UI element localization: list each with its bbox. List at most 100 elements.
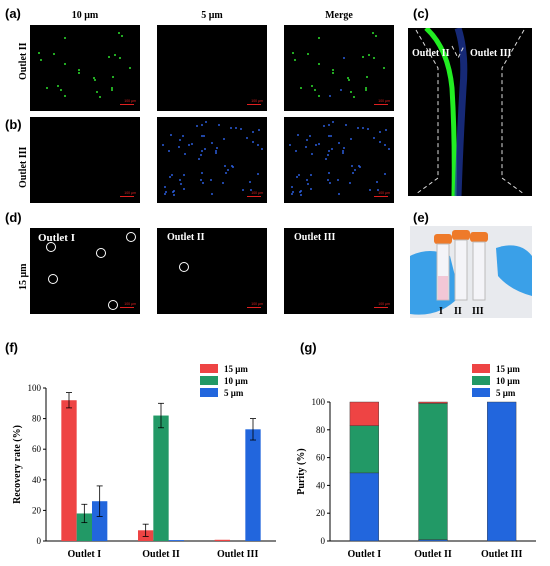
cell-dot [216, 147, 219, 150]
channel-wall-right [501, 29, 525, 195]
cell-dot [224, 171, 227, 174]
channel-label-outlet-iii: Outlet III [470, 48, 512, 59]
micrograph-b-5um: 100 μm [157, 117, 267, 203]
y-tick-label: 0 [37, 536, 42, 546]
channel-split [451, 45, 465, 60]
cell-dot [210, 141, 213, 144]
legend-swatch [200, 388, 218, 397]
cell-dot [296, 133, 299, 136]
x-tick-label: Outlet II [414, 549, 452, 560]
cell-dot [188, 143, 191, 146]
cell-dot [183, 153, 186, 156]
scale-text: 100 μm [124, 302, 136, 306]
cell-dot [201, 123, 204, 126]
cell-dot [256, 143, 259, 146]
chart-recovery-rate: 0 20 40 60 80 100 Recovery rate (%) Outlet I Out… [12, 364, 276, 560]
cell-dot [362, 127, 365, 130]
cell-dot [378, 141, 381, 144]
cell-dot [313, 89, 316, 92]
bar [245, 429, 261, 541]
cell-dot [328, 171, 331, 174]
scale-bar [247, 196, 261, 197]
col-header-5um: 5 μm [201, 10, 223, 21]
cell-dot [94, 78, 97, 81]
y-tick-label: 80 [32, 414, 42, 424]
tubes-photo: I II III [410, 226, 532, 318]
cell-dot [119, 56, 122, 59]
legend-label: 5 μm [224, 388, 244, 398]
cell-dot [201, 171, 204, 174]
cell-dot [107, 56, 110, 59]
y-tick-label: 40 [32, 475, 42, 485]
cell-dot [309, 134, 312, 137]
cell-dot [240, 128, 243, 131]
cell-dot [338, 193, 341, 196]
cell-dot [317, 36, 320, 39]
cell-dot [205, 121, 208, 124]
scale-bar [247, 307, 261, 308]
panel-label-a: (a) [5, 6, 21, 21]
cell-dot [353, 168, 356, 171]
scale-bar [120, 196, 134, 197]
cell-dot [376, 189, 379, 192]
row-label-15um: 15 μm [18, 263, 29, 291]
cell-dot [329, 94, 332, 97]
glove-right [496, 245, 532, 296]
cell-dot [327, 134, 330, 137]
cell-dot [290, 185, 293, 188]
legend-label: 5 μm [496, 388, 516, 398]
tube-3 [472, 241, 486, 301]
cell-dot [63, 62, 66, 65]
cell-dot [351, 165, 354, 168]
cell-dot [364, 89, 367, 92]
cell-dot [37, 52, 40, 55]
panel-label-d: (d) [5, 210, 22, 225]
cell-dot [172, 194, 175, 197]
cell-dot [249, 189, 252, 192]
cell-dot [357, 127, 360, 130]
cell-dot [98, 95, 101, 98]
micrograph-d-outlet-iii: Outlet III 100 μm [284, 228, 394, 314]
y-axis-label: Recovery rate (%) [12, 425, 23, 504]
cell-ring [179, 262, 189, 272]
cell-dot [328, 181, 331, 184]
tube-cap-1 [434, 234, 452, 244]
scale-bar [247, 104, 261, 105]
tube-2 [454, 239, 468, 301]
cell-dot [214, 149, 217, 152]
cell-dot [368, 188, 371, 191]
micrograph-d-outlet-ii: Outlet II 100 μm [157, 228, 267, 314]
cell-dot [59, 89, 62, 92]
cell-dot [179, 139, 182, 142]
cell-dot [351, 171, 354, 174]
cell-dot [385, 128, 388, 131]
scale-text: 100 μm [124, 99, 136, 103]
bar [418, 401, 448, 404]
cell-ring [126, 232, 136, 242]
cell-dot [307, 53, 310, 56]
y-tick-label: 20 [316, 508, 326, 518]
cell-dot [309, 188, 312, 191]
bar [487, 401, 517, 542]
cell-dot [310, 85, 313, 88]
cell-dot [222, 181, 225, 184]
tube-label-iii: III [472, 306, 484, 317]
cell-dot [256, 173, 259, 176]
cell-dot [358, 165, 361, 168]
scale-bar [374, 104, 388, 105]
legend-swatch [472, 388, 490, 397]
cell-dot [260, 147, 263, 150]
y-axis-label: Purity (%) [296, 448, 307, 494]
cell-dot [223, 138, 226, 141]
y-tick-label: 60 [316, 453, 326, 463]
bar [349, 401, 379, 426]
col-header-merge: Merge [325, 10, 353, 21]
cell-dot [383, 67, 386, 70]
cell-dot [337, 141, 340, 144]
cell-dot [328, 123, 331, 126]
cell-dot [289, 143, 292, 146]
cell-dot [209, 178, 212, 181]
cell-dot [56, 85, 59, 88]
y-tick-label: 60 [32, 444, 42, 454]
panel-title-outlet-ii: Outlet II [167, 232, 205, 243]
